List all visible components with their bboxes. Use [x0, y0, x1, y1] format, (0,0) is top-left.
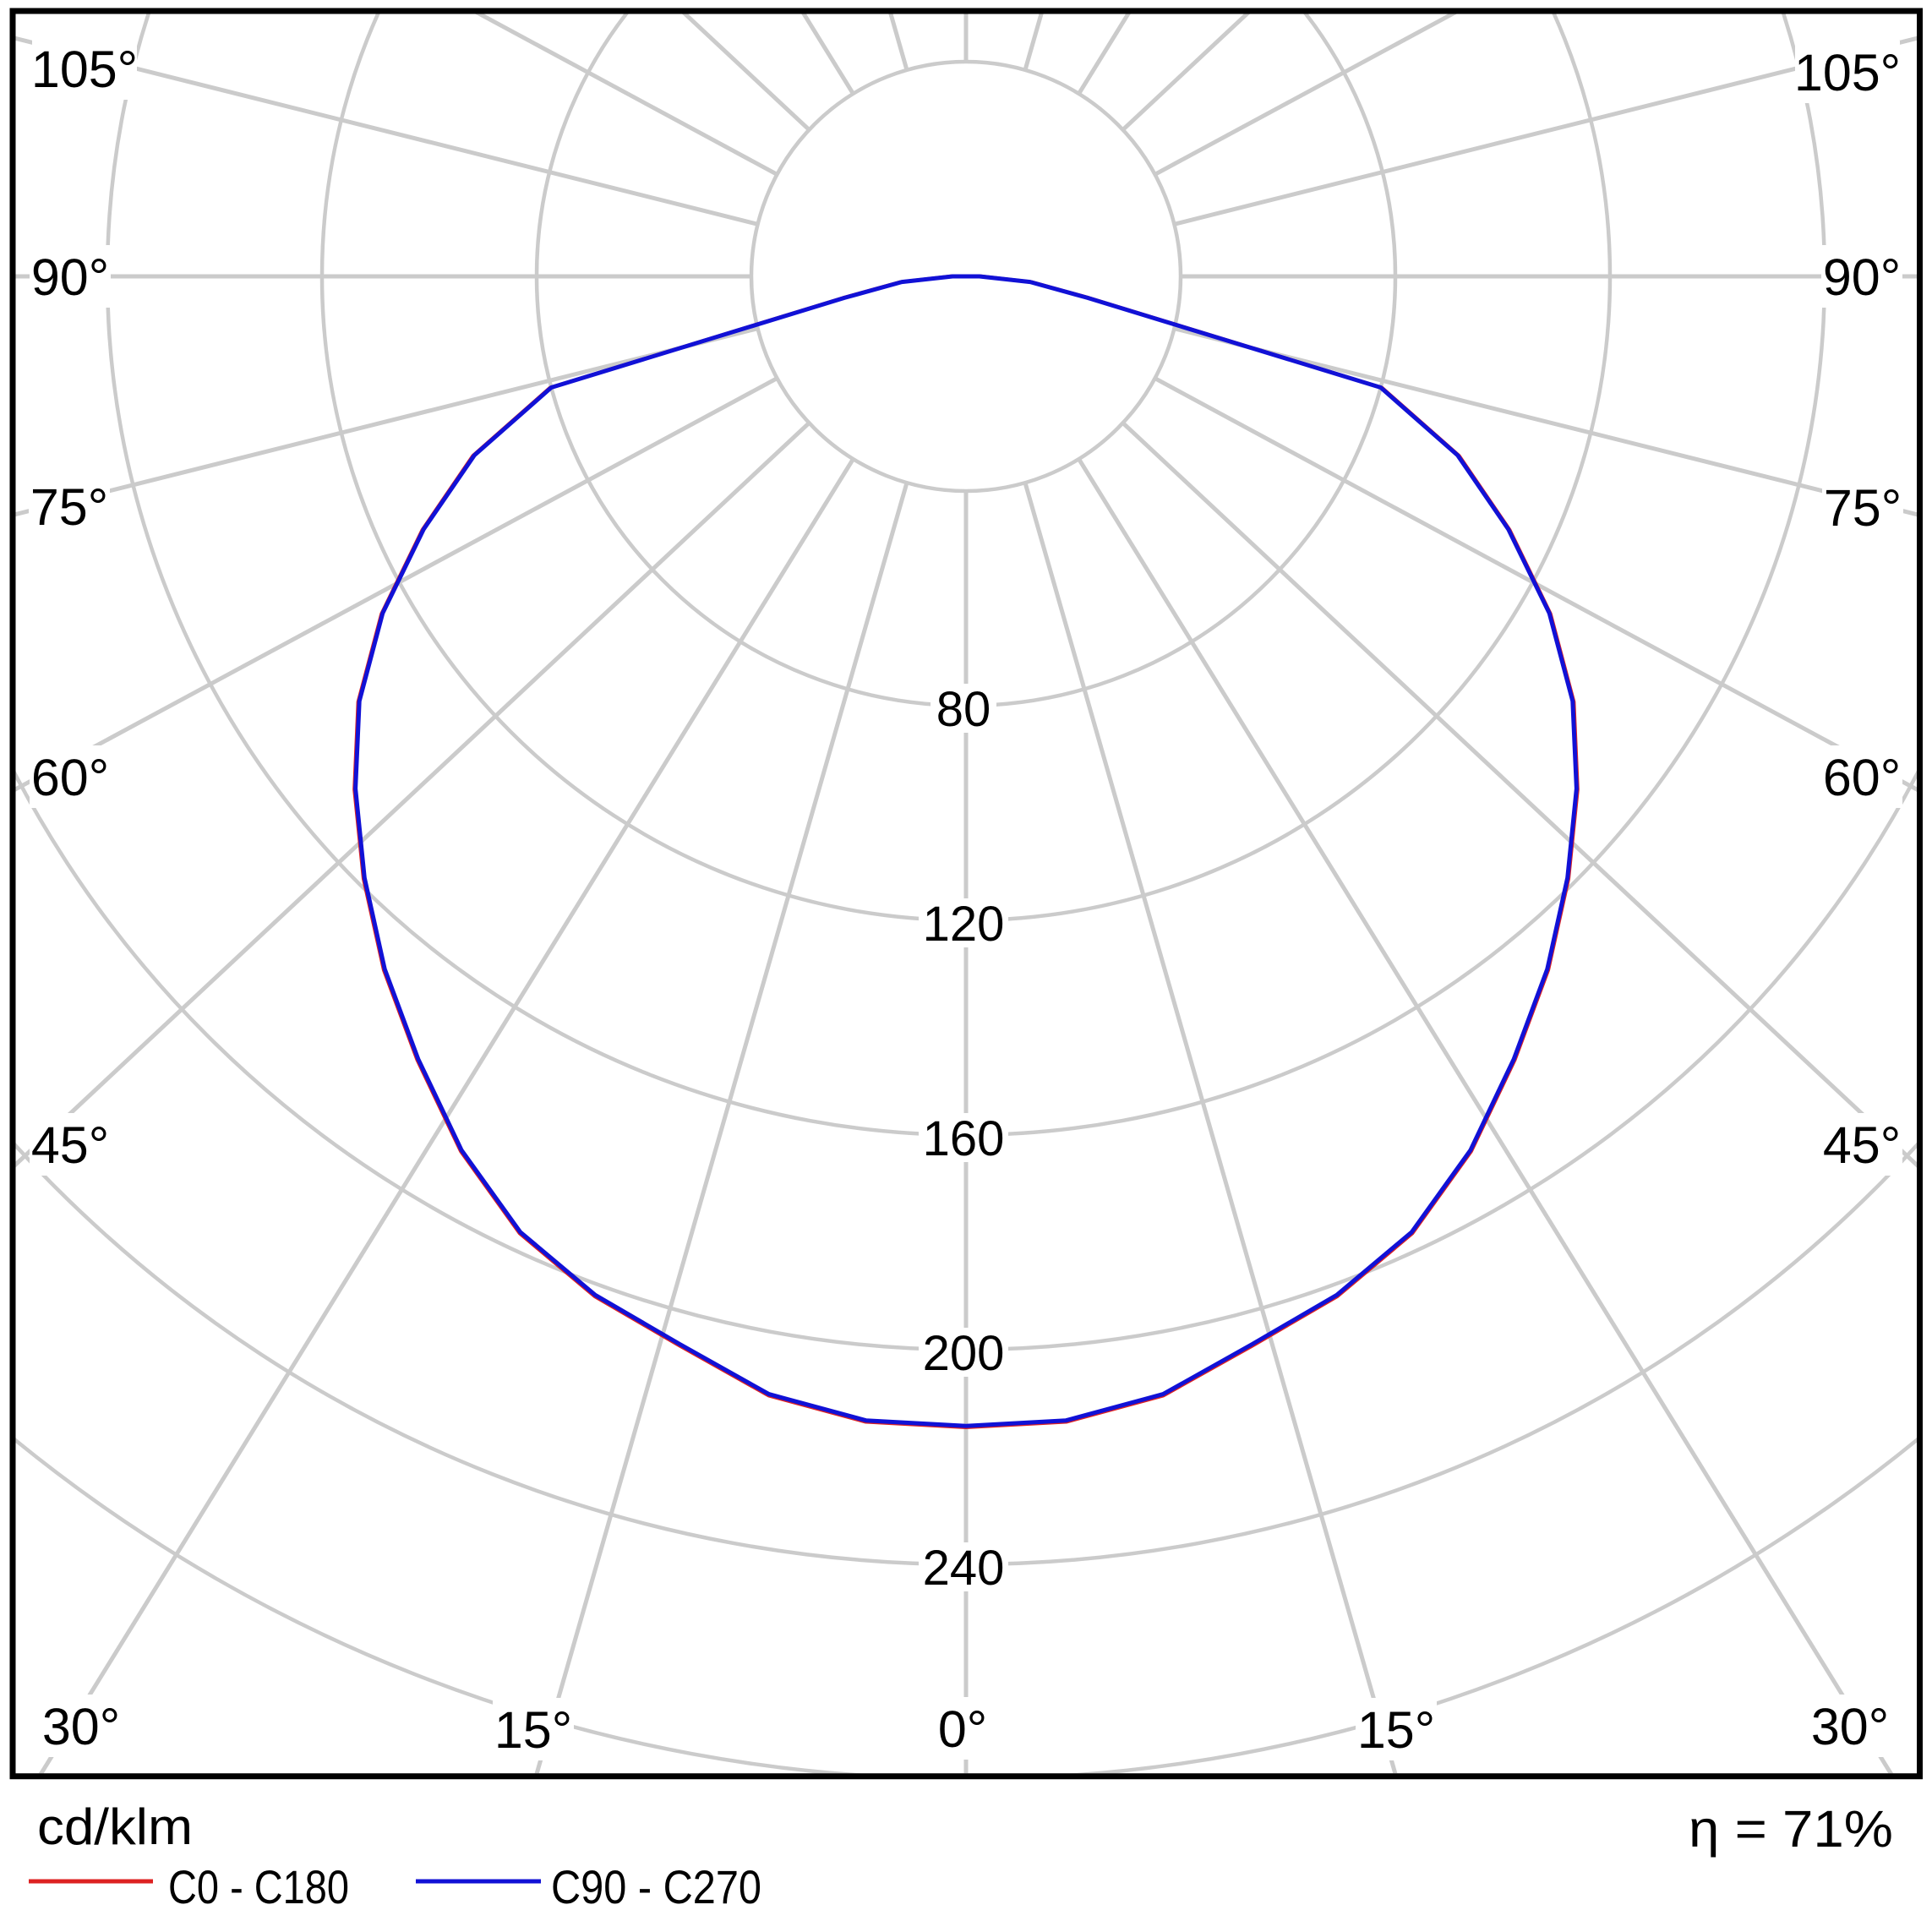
svg-text:75°: 75°: [30, 478, 108, 536]
svg-text:cd/klm: cd/klm: [37, 1798, 193, 1855]
svg-text:η = 71%: η = 71%: [1689, 1800, 1893, 1858]
svg-text:60°: 60°: [1823, 749, 1901, 806]
svg-text:90°: 90°: [31, 248, 109, 306]
svg-text:80: 80: [936, 682, 991, 737]
svg-text:60°: 60°: [31, 749, 109, 806]
svg-text:45°: 45°: [31, 1116, 109, 1174]
svg-text:15°: 15°: [494, 1701, 572, 1759]
svg-text:160: 160: [923, 1111, 1005, 1166]
svg-text:C90 - C270: C90 - C270: [551, 1860, 761, 1913]
svg-text:120: 120: [923, 897, 1005, 952]
svg-text:240: 240: [923, 1541, 1005, 1596]
svg-text:105°: 105°: [1794, 44, 1901, 101]
svg-text:105°: 105°: [31, 41, 138, 98]
svg-text:30°: 30°: [1811, 1698, 1889, 1755]
svg-text:45°: 45°: [1823, 1116, 1901, 1174]
svg-text:30°: 30°: [42, 1698, 120, 1755]
svg-text:75°: 75°: [1824, 479, 1902, 537]
svg-text:15°: 15°: [1357, 1701, 1435, 1759]
svg-text:0°: 0°: [938, 1700, 987, 1758]
svg-text:200: 200: [923, 1326, 1005, 1381]
svg-text:90°: 90°: [1823, 248, 1901, 306]
svg-text:C0 - C180: C0 - C180: [168, 1860, 349, 1913]
